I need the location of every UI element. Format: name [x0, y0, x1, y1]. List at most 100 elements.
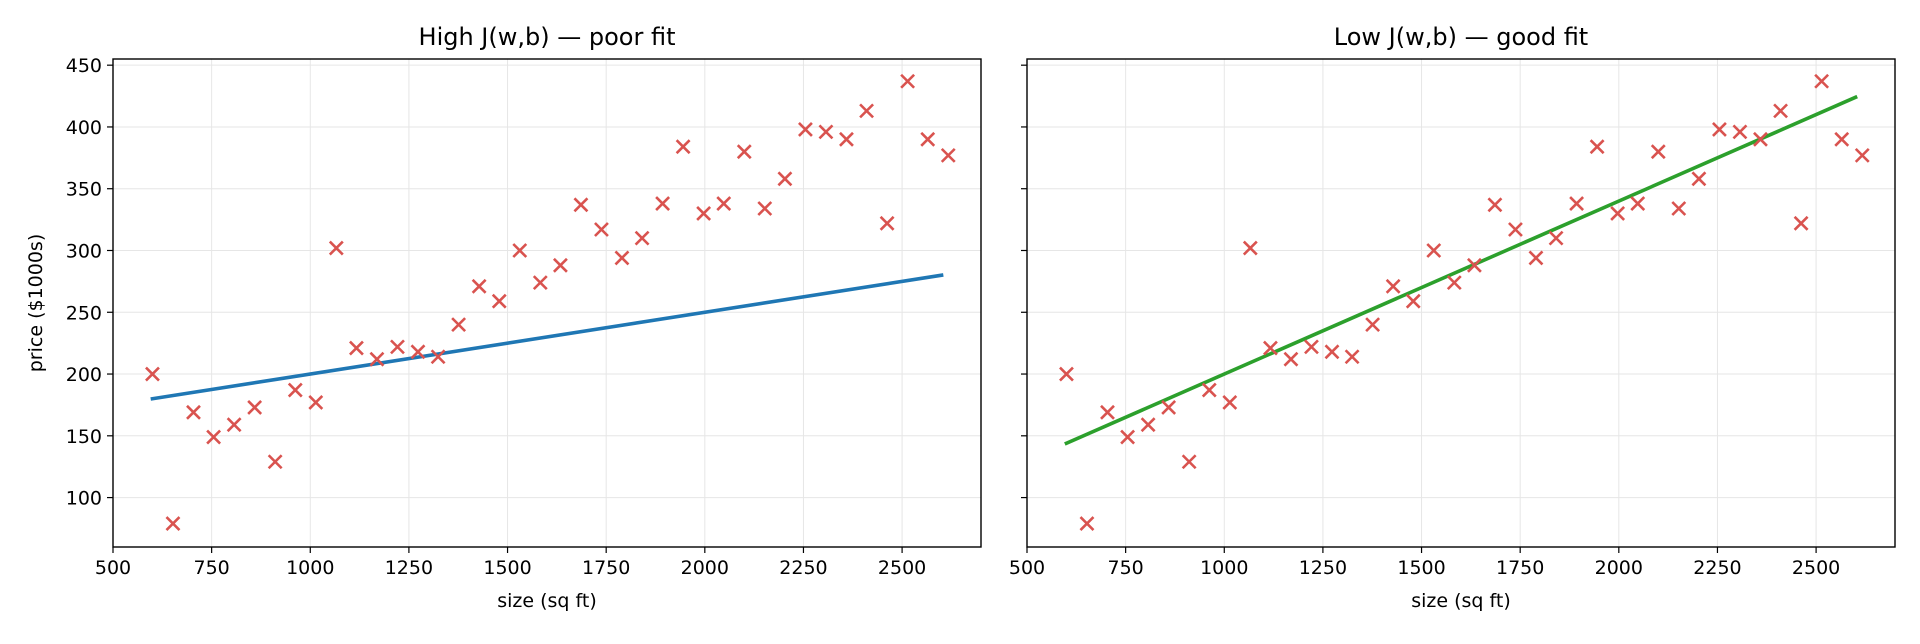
- data-point: [879, 215, 895, 231]
- data-point: [1793, 215, 1809, 231]
- data-point: [267, 454, 283, 470]
- data-point: [1753, 131, 1768, 147]
- data-point: [839, 131, 854, 147]
- data-point: [1079, 516, 1095, 531]
- data-point: [328, 240, 344, 256]
- chart-panel-2: 500 750 1000 1250 1500 1750 2000 2250 2500 Low J(…: [1009, 23, 1896, 612]
- data-point: [696, 206, 712, 221]
- data-point: [1610, 206, 1626, 221]
- data-point: [1059, 366, 1074, 382]
- data-point: [1344, 349, 1360, 365]
- x-tick-label: 1500: [483, 557, 531, 579]
- data-point: [1466, 257, 1482, 273]
- data-point: [614, 250, 630, 266]
- data-point: [1426, 243, 1442, 258]
- data-point: [1650, 144, 1666, 160]
- fit-line: [150, 273, 944, 401]
- x-axis-label: size (sq ft): [1411, 590, 1511, 612]
- data-point: [287, 382, 303, 398]
- x-tick-label: 2250: [1693, 557, 1741, 579]
- chart-panel-1: 500 750 1000 1250 1500 1750 2000 2250 2500 100 150…: [25, 23, 982, 612]
- x-tick-label: 1750: [1496, 557, 1544, 579]
- data-point: [1569, 196, 1585, 211]
- y-tick-label: 100: [66, 488, 102, 510]
- data-point: [1671, 201, 1687, 216]
- data-point: [757, 201, 773, 216]
- x-tick-label: 750: [1108, 557, 1144, 579]
- y-tick-label: 200: [66, 364, 102, 386]
- data-point: [471, 278, 487, 294]
- x-tick-label: 2500: [878, 557, 926, 579]
- data-point: [900, 73, 916, 89]
- x-tick-label: 500: [95, 557, 131, 579]
- x-axis-label: size (sq ft): [497, 590, 597, 612]
- data-point: [1854, 147, 1870, 163]
- data-point: [655, 196, 671, 211]
- data-point: [1100, 404, 1115, 420]
- x-tick-label: 750: [194, 557, 230, 579]
- data-point: [491, 293, 507, 309]
- chart-title: Low J(w,b) — good fit: [1334, 23, 1588, 51]
- data-point: [716, 196, 732, 211]
- y-tick-label: 250: [66, 302, 102, 324]
- y-tick-label: 150: [66, 426, 102, 448]
- data-point: [859, 103, 875, 119]
- data-point: [410, 344, 426, 360]
- data-point: [165, 516, 181, 531]
- data-point: [1283, 351, 1299, 367]
- data-point: [1201, 382, 1217, 398]
- y-tick-label: 300: [66, 240, 102, 262]
- x-tick-label: 1250: [1299, 557, 1347, 579]
- data-point: [1120, 429, 1136, 445]
- y-axis-label: price ($1000s): [25, 234, 47, 373]
- data-point: [798, 122, 813, 137]
- data-point: [573, 197, 589, 213]
- y-tick-label: 350: [66, 179, 102, 201]
- data-point: [1589, 139, 1605, 155]
- data-point: [1140, 417, 1156, 433]
- data-point: [1548, 230, 1564, 246]
- data-point: [1446, 275, 1462, 291]
- data-point: [186, 404, 201, 420]
- x-tick-label: 500: [1009, 557, 1045, 579]
- x-tick-label: 2250: [779, 557, 827, 579]
- data-point: [349, 340, 364, 356]
- data-point: [226, 417, 242, 433]
- x-tick-label: 2000: [681, 557, 729, 579]
- x-tick-label: 1250: [385, 557, 433, 579]
- data-point: [1487, 197, 1503, 213]
- x-tick-label: 1500: [1397, 557, 1445, 579]
- y-tick-label: 400: [66, 117, 102, 139]
- x-tick-label: 1000: [1200, 557, 1248, 579]
- data-point: [1630, 196, 1646, 211]
- data-point: [1365, 317, 1381, 333]
- data-point: [532, 275, 548, 291]
- data-point: [1691, 171, 1707, 187]
- fit-line: [1064, 94, 1858, 446]
- data-point: [1712, 122, 1727, 137]
- data-point: [430, 349, 446, 365]
- data-point: [390, 339, 405, 355]
- x-tick-label: 1000: [286, 557, 334, 579]
- chart-title: High J(w,b) — poor fit: [419, 23, 676, 51]
- x-tick-label: 1750: [582, 557, 630, 579]
- data-point: [1508, 222, 1523, 237]
- data-point: [1528, 250, 1544, 266]
- data-point: [247, 399, 263, 415]
- data-point: [145, 366, 160, 382]
- data-point: [777, 171, 793, 187]
- data-point: [675, 139, 691, 155]
- data-point: [634, 230, 650, 246]
- data-point: [920, 131, 936, 147]
- data-point: [1773, 103, 1788, 119]
- data-point: [206, 429, 222, 445]
- data-point: [1834, 131, 1850, 147]
- data-point: [940, 147, 956, 163]
- data-point: [1161, 399, 1177, 415]
- data-point: [1304, 339, 1319, 355]
- data-point: [369, 351, 385, 367]
- data-point: [736, 144, 752, 160]
- data-point: [1324, 344, 1340, 360]
- y-tick-label: 450: [66, 55, 102, 77]
